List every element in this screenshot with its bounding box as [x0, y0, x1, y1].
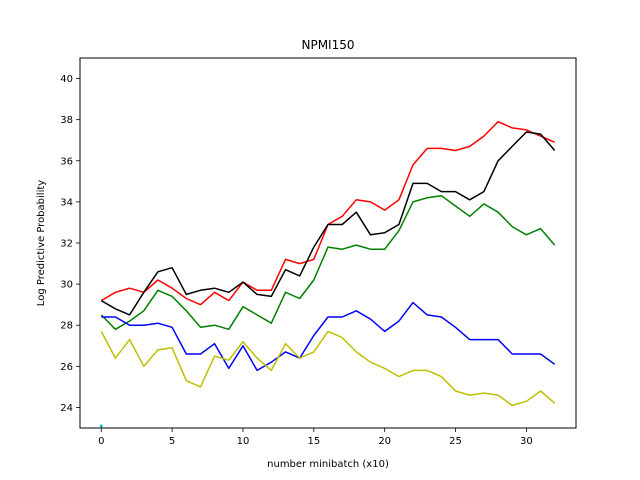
series-line [100, 330, 556, 407]
y-tick-label: 30 [60, 280, 73, 291]
series-layer [99, 120, 556, 428]
data-point [99, 424, 103, 428]
y-tick-label: 36 [60, 156, 73, 167]
x-tick-label: 5 [169, 436, 175, 447]
chart-title: NPMI150 [301, 38, 354, 52]
series-2 [100, 131, 556, 316]
x-axis: 0 5 10 15 20 25 30 [98, 428, 533, 447]
y-tick-label: 24 [60, 403, 73, 414]
series-line [100, 194, 556, 331]
series-4 [101, 301, 556, 372]
y-tick-label: 28 [60, 321, 73, 332]
x-tick-label: 10 [237, 436, 250, 447]
y-tick-label: 32 [60, 239, 73, 250]
series-6 [99, 424, 103, 428]
x-axis-label: number minibatch (x10) [267, 459, 389, 470]
x-tick-label: 25 [449, 436, 462, 447]
y-tick-label: 34 [60, 197, 73, 208]
x-tick-label: 30 [520, 436, 533, 447]
series-5 [100, 330, 556, 407]
x-tick-label: 0 [98, 436, 104, 447]
y-tick-label: 26 [60, 362, 73, 373]
x-tick-label: 15 [307, 436, 320, 447]
x-tick-label: 20 [378, 436, 391, 447]
y-tick-label: 38 [60, 115, 73, 126]
y-axis-label: Log Predictive Probability [36, 180, 47, 306]
y-tick-label: 40 [60, 74, 73, 85]
series-3 [100, 194, 556, 331]
y-axis: 24 26 28 30 32 34 36 38 40 [60, 74, 80, 414]
